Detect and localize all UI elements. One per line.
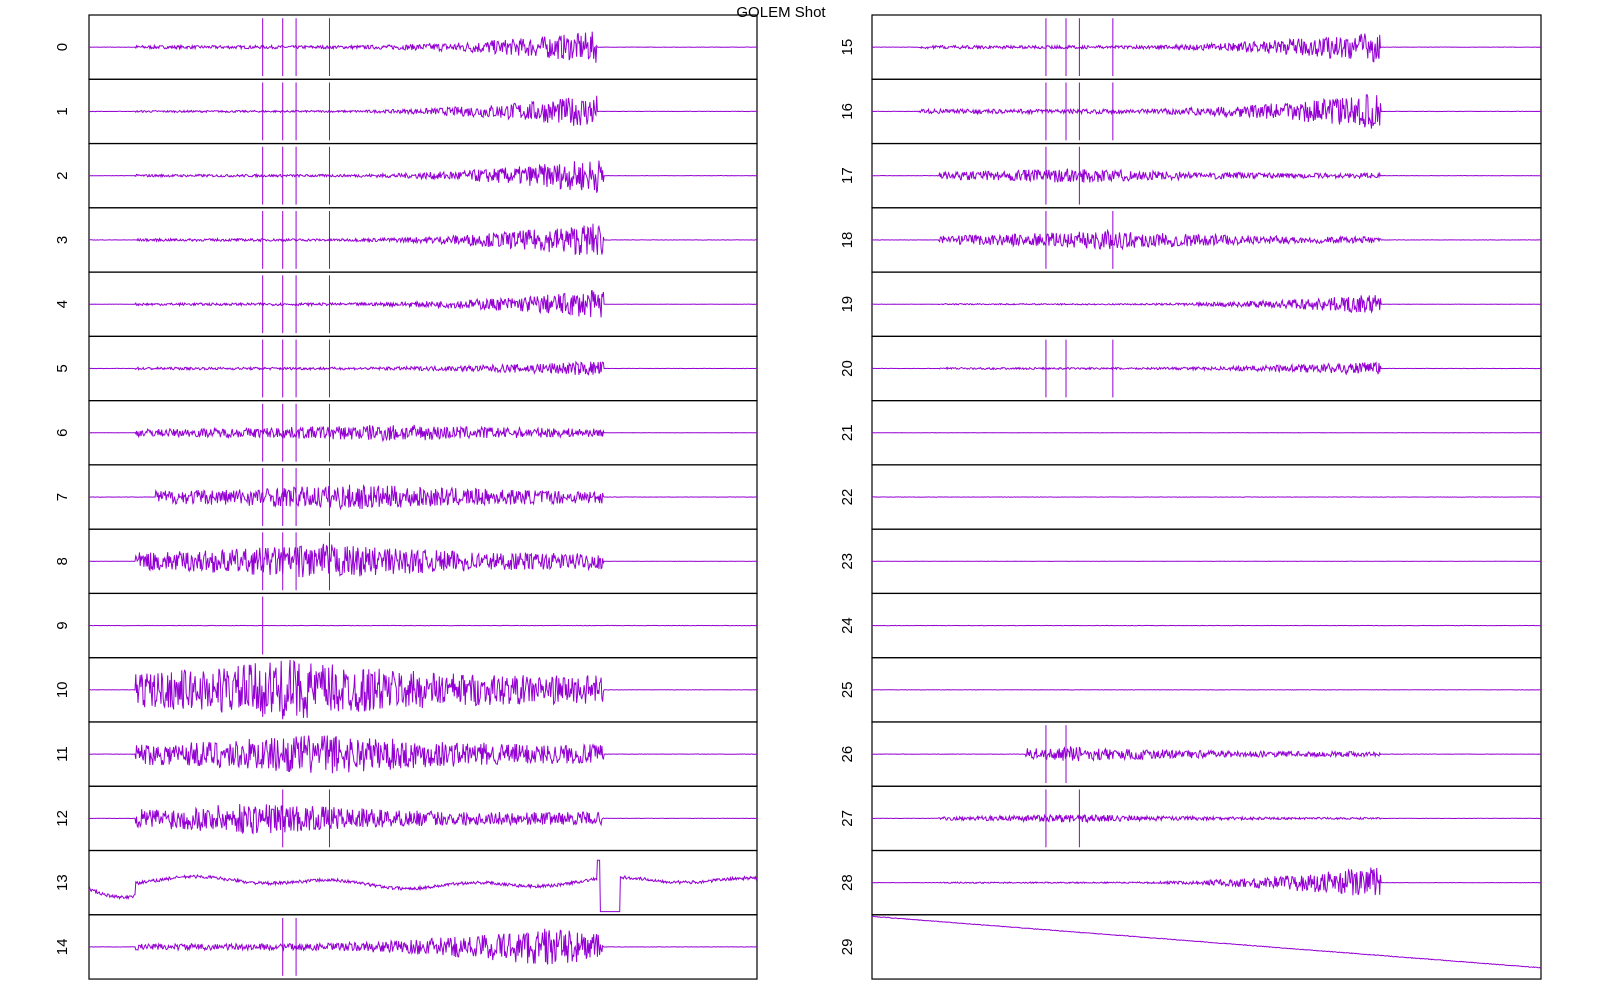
- panel-label: 24: [839, 617, 856, 634]
- panel-label: 19: [839, 296, 856, 313]
- panel-label: 15: [839, 39, 856, 56]
- panel-label: 12: [54, 810, 71, 827]
- waveform: [872, 169, 1541, 183]
- panel-label: 21: [839, 424, 856, 441]
- waveform: [872, 916, 1541, 968]
- waveform: [89, 860, 757, 911]
- waveform: [89, 544, 757, 577]
- waveform: [89, 929, 757, 965]
- panel-label: 23: [839, 553, 856, 570]
- panel-label: 8: [54, 557, 71, 565]
- panel-label: 26: [839, 746, 856, 763]
- waveform: [872, 95, 1541, 129]
- waveform: [89, 224, 757, 255]
- panel-label: 11: [54, 746, 71, 762]
- waveform: [89, 660, 757, 719]
- panel-label: 14: [54, 939, 71, 956]
- panel-label: 0: [54, 43, 71, 51]
- waveform: [872, 747, 1541, 761]
- panel-label: 18: [839, 232, 856, 249]
- panel-label: 4: [54, 300, 71, 308]
- panel-label: 25: [839, 681, 856, 698]
- panel-label: 13: [54, 874, 71, 891]
- waveform: [89, 362, 757, 375]
- waveform: [89, 96, 757, 126]
- panel-label: 6: [54, 429, 71, 437]
- panel-label: 5: [54, 364, 71, 372]
- waveform: [872, 231, 1541, 250]
- panel-label: 27: [839, 810, 856, 827]
- waveform: [872, 868, 1541, 896]
- waveform: [89, 485, 757, 509]
- waveform: [89, 736, 757, 774]
- panel-label: 22: [839, 489, 856, 506]
- waveform: [872, 815, 1541, 823]
- panel-label: 20: [839, 360, 856, 377]
- waveform: [872, 34, 1541, 62]
- waveform: [872, 362, 1541, 374]
- panel-label: 28: [839, 874, 856, 891]
- panel-label: 7: [54, 493, 71, 501]
- waveform: [872, 295, 1541, 312]
- panel-label: 29: [839, 939, 856, 956]
- waveform: [89, 161, 757, 193]
- waveform: [89, 291, 757, 318]
- panel-label: 9: [54, 621, 71, 629]
- chart-title: GOLEM Shot: [736, 4, 826, 21]
- waveform: [89, 425, 757, 441]
- panel-frame: [89, 851, 757, 915]
- panel-label: 3: [54, 236, 71, 244]
- panel-label: 17: [839, 167, 856, 184]
- panel-label: 2: [54, 172, 71, 180]
- panel-label: 1: [54, 107, 71, 115]
- panel-label: 16: [839, 103, 856, 120]
- panel-label: 10: [54, 681, 71, 698]
- waveform: [89, 32, 757, 63]
- waveform: [89, 804, 757, 833]
